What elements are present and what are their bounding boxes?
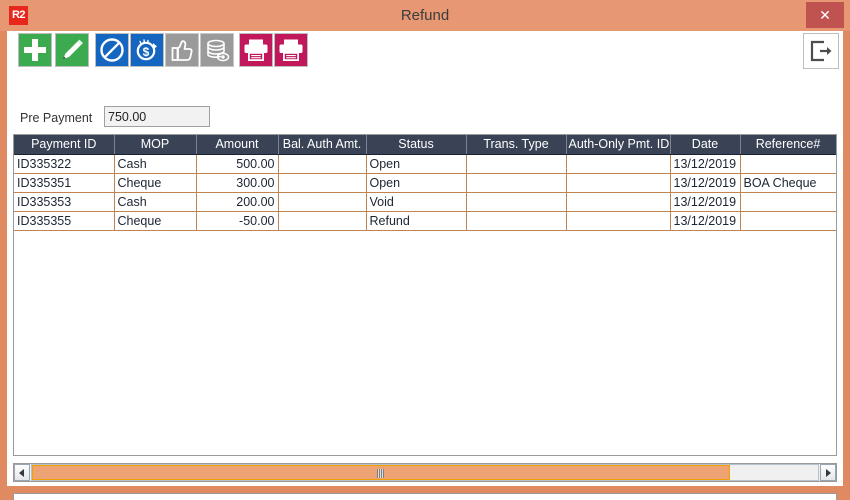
cell-bal-auth [278, 173, 367, 193]
cell-trans-type [466, 211, 567, 231]
cell-payment-id: ID335355 [14, 211, 115, 231]
cell-trans-type [466, 192, 567, 212]
cell-status: Void [366, 192, 467, 212]
svg-text:$: $ [143, 45, 150, 59]
add-button[interactable] [18, 33, 52, 67]
pencil-icon [56, 34, 88, 66]
cell-status: Open [366, 154, 467, 174]
prohibited-icon [96, 34, 128, 66]
horizontal-scrollbar[interactable] [13, 463, 837, 482]
pre-payment-label: Pre Payment [20, 111, 93, 125]
cell-mop: Cash [114, 192, 197, 212]
column-header-bal-auth[interactable]: Bal. Auth Amt. [278, 135, 367, 155]
window-title: Refund [400, 7, 450, 24]
exit-button[interactable] [803, 33, 839, 69]
scroll-right-arrow-icon[interactable] [820, 464, 836, 481]
scroll-left-arrow-icon[interactable] [14, 464, 30, 481]
table-row[interactable]: ID335322 Cash 500.00 Open 13/12/2019 [14, 154, 836, 174]
plus-icon [19, 34, 51, 66]
thumbs-up-icon [166, 34, 198, 66]
cell-reference [740, 211, 836, 231]
cell-status: Open [366, 173, 467, 193]
cell-trans-type [466, 154, 567, 174]
cell-bal-auth [278, 192, 367, 212]
column-header-payment-id[interactable]: Payment ID [14, 135, 115, 155]
cell-mop: Cheque [114, 211, 197, 231]
cell-payment-id: ID335322 [14, 154, 115, 174]
column-header-trans-type[interactable]: Trans. Type [466, 135, 567, 155]
scrollbar-grip-icon [377, 469, 385, 478]
column-header-status[interactable]: Status [366, 135, 467, 155]
cell-amount: 200.00 [196, 192, 279, 212]
edit-button[interactable] [55, 33, 89, 67]
grid-header-row: Payment ID MOP Amount Bal. Auth Amt. Sta… [14, 135, 836, 155]
client-area: $ [7, 31, 843, 500]
grid-body: ID335322 Cash 500.00 Open 13/12/2019 ID3… [14, 154, 836, 231]
scrollbar-track[interactable] [31, 464, 819, 481]
print-button[interactable] [239, 33, 273, 67]
refund-button[interactable]: $ [130, 33, 164, 67]
cell-payment-id: ID335351 [14, 173, 115, 193]
cell-amount: -50.00 [196, 211, 279, 231]
cell-date: 13/12/2019 [670, 192, 741, 212]
cell-date: 13/12/2019 [670, 154, 741, 174]
cell-mop: Cheque [114, 173, 197, 193]
cell-amount: 300.00 [196, 173, 279, 193]
grid-empty-area [14, 246, 836, 455]
cell-auth-only [566, 192, 671, 212]
cell-reference [740, 154, 836, 174]
column-header-mop[interactable]: MOP [114, 135, 197, 155]
app-logo-icon: R2 [9, 6, 28, 25]
column-header-date[interactable]: Date [670, 135, 741, 155]
grid-header: Payment ID MOP Amount Bal. Auth Amt. Sta… [14, 135, 836, 155]
printer-icon [240, 34, 272, 66]
cell-date: 13/12/2019 [670, 211, 741, 231]
cell-bal-auth [278, 154, 367, 174]
refund-dollar-icon: $ [131, 34, 163, 66]
status-bar [13, 493, 837, 500]
column-header-auth-only[interactable]: Auth-Only Pmt. ID [566, 135, 671, 155]
cell-payment-id: ID335353 [14, 192, 115, 212]
exit-door-icon [804, 34, 838, 68]
cell-status: Refund [366, 211, 467, 231]
column-header-reference[interactable]: Reference# [740, 135, 836, 155]
column-header-amount[interactable]: Amount [196, 135, 279, 155]
coins-view-icon [201, 34, 233, 66]
view-payments-button[interactable] [200, 33, 234, 67]
cell-reference [740, 192, 836, 212]
cell-auth-only [566, 173, 671, 193]
approve-button[interactable] [165, 33, 199, 67]
title-bar: R2 Refund ✕ [0, 0, 850, 31]
cell-auth-only [566, 154, 671, 174]
cell-date: 13/12/2019 [670, 173, 741, 193]
cell-auth-only [566, 211, 671, 231]
toolbar: $ [7, 31, 843, 75]
cell-trans-type [466, 173, 567, 193]
table-row[interactable]: ID335355 Cheque -50.00 Refund 13/12/2019 [14, 211, 836, 231]
cell-bal-auth [278, 211, 367, 231]
void-button[interactable] [95, 33, 129, 67]
table-row[interactable]: ID335353 Cash 200.00 Void 13/12/2019 [14, 192, 836, 212]
table-row[interactable]: ID335351 Cheque 300.00 Open 13/12/2019 B… [14, 173, 836, 193]
cell-amount: 500.00 [196, 154, 279, 174]
pre-payment-input[interactable] [104, 106, 210, 127]
payments-grid[interactable]: Payment ID MOP Amount Bal. Auth Amt. Sta… [13, 134, 837, 456]
cell-mop: Cash [114, 154, 197, 174]
print-preview-button[interactable] [274, 33, 308, 67]
close-icon[interactable]: ✕ [806, 2, 844, 28]
payments-table: Payment ID MOP Amount Bal. Auth Amt. Sta… [14, 135, 836, 231]
printer-icon [275, 34, 307, 66]
cell-reference: BOA Cheque [740, 173, 836, 193]
scrollbar-thumb[interactable] [32, 465, 730, 480]
